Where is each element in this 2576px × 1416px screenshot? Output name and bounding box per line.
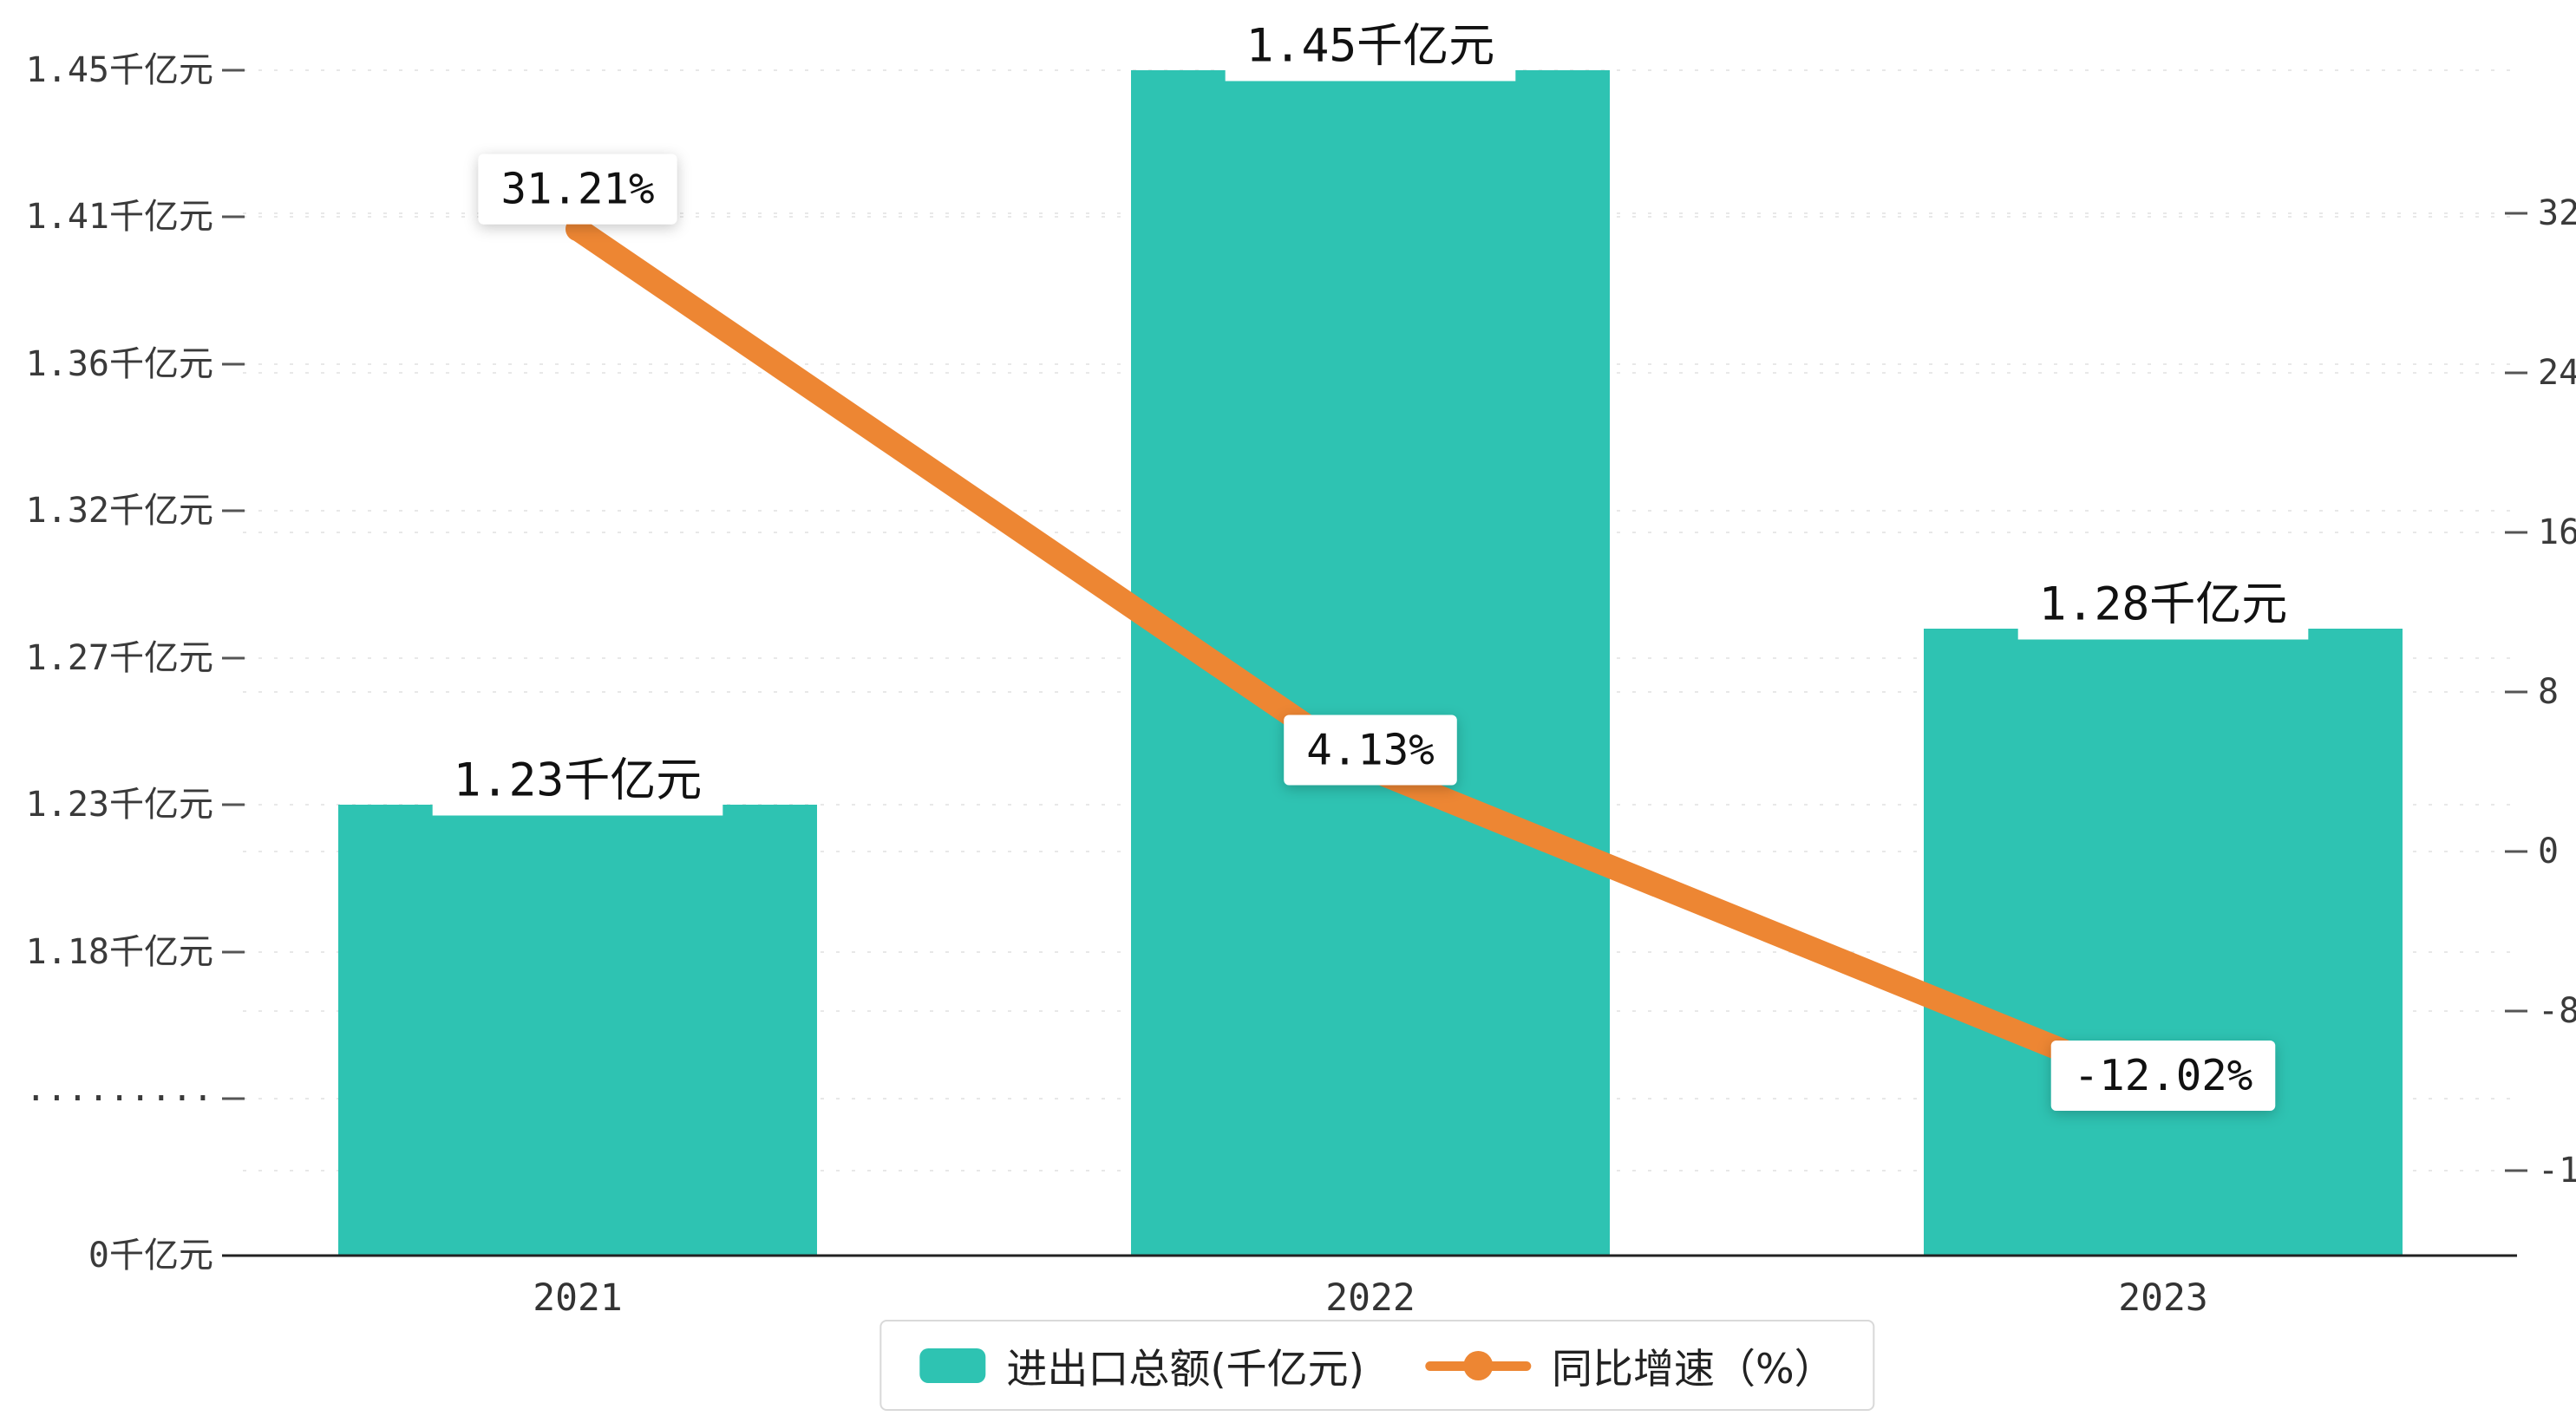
legend: 进出口总额(千亿元) 同比增速（%） — [879, 1320, 1875, 1411]
x-axis-label: 2023 — [2118, 1276, 2208, 1320]
bar-value-label-bg — [2017, 569, 2309, 640]
line-value-label: 31.21% — [500, 165, 654, 214]
right-axis-tick-label: 32 — [2538, 193, 2576, 233]
line-value-label: -12.02% — [2074, 1051, 2253, 1100]
bar-2021 — [338, 805, 817, 1256]
left-axis-tick-label: ········· — [25, 1079, 213, 1119]
bar-2023 — [1924, 629, 2403, 1256]
right-axis-tick-label: 24 — [2538, 353, 2576, 393]
bar-value-label-bg — [432, 745, 723, 816]
left-axis-tick-label: 1.18千亿元 — [26, 932, 213, 972]
right-axis-tick-label: -16 — [2538, 1151, 2576, 1191]
legend-line-dot — [1463, 1350, 1494, 1380]
left-axis-tick-label: 0千亿元 — [88, 1236, 213, 1276]
legend-line-label: 同比增速（%） — [1552, 1346, 1835, 1393]
line-value-label-bg — [1284, 715, 1457, 786]
right-axis-tick-label: 16 — [2538, 512, 2576, 552]
legend-item-growth[interactable]: 同比增速（%） — [1425, 1335, 1835, 1395]
x-axis-label: 2022 — [1325, 1276, 1415, 1320]
line-value-label-bg — [478, 153, 677, 225]
left-axis-tick-label: 1.41千亿元 — [26, 197, 213, 237]
bar-value-label: 1.23千亿元 — [454, 754, 703, 807]
right-axis-tick-label: 0 — [2538, 832, 2559, 871]
left-axis-tick-label: 1.32千亿元 — [26, 491, 213, 531]
legend-bar-swatch — [919, 1347, 986, 1383]
left-axis-tick-label: 1.36千亿元 — [26, 344, 213, 384]
bar-value-label-bg — [1225, 10, 1516, 82]
right-axis-tick-label: 8 — [2538, 672, 2559, 712]
legend-bar-label: 进出口总额(千亿元) — [1006, 1346, 1365, 1393]
left-axis-tick-label: 1.27千亿元 — [26, 638, 213, 678]
line-value-label: 4.13% — [1306, 726, 1435, 775]
bar-value-label: 1.28千亿元 — [2039, 578, 2288, 631]
right-axis-tick-label: -8 — [2538, 991, 2576, 1031]
legend-line-icon — [1425, 1347, 1532, 1385]
legend-item-total[interactable]: 进出口总额(千亿元) — [919, 1335, 1364, 1395]
line-value-label-bg — [2050, 1040, 2276, 1111]
left-axis-tick-label: 1.45千亿元 — [26, 50, 213, 90]
bar-value-label: 1.45千亿元 — [1246, 20, 1495, 73]
left-axis-tick-label: 1.23千亿元 — [26, 785, 213, 825]
x-axis-label: 2021 — [533, 1276, 623, 1320]
